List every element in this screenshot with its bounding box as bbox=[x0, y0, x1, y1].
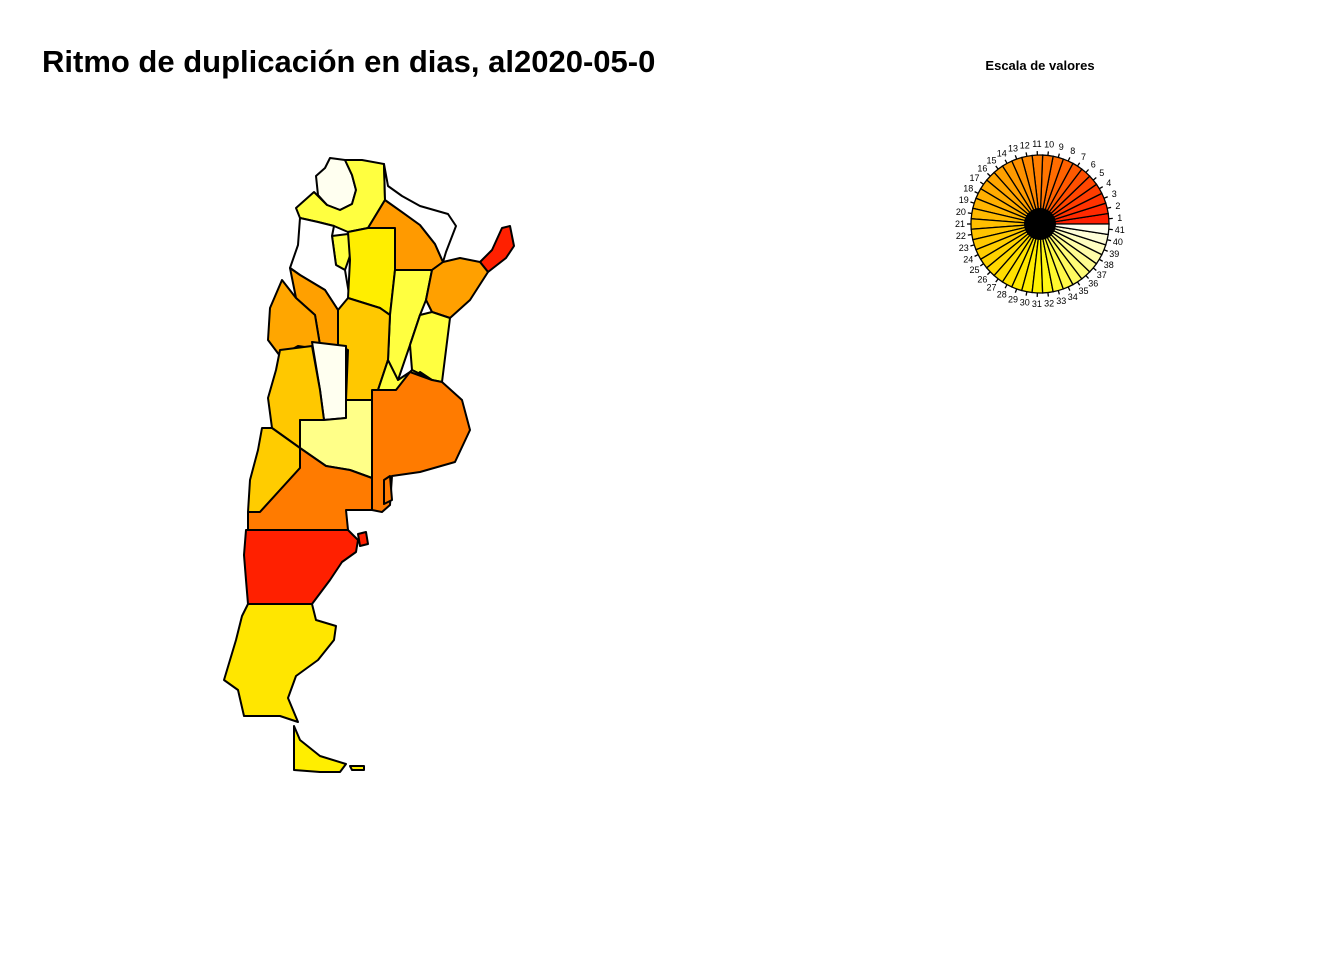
wheel-tick-12 bbox=[1025, 152, 1028, 157]
wheel-label-41: 41 bbox=[1115, 225, 1125, 235]
wheel-tick-38 bbox=[1098, 258, 1104, 262]
wheel-tick-13 bbox=[1014, 155, 1018, 160]
wheel-tick-27 bbox=[995, 278, 999, 283]
region-buenos-aires-islet bbox=[383, 475, 393, 505]
wheel-tick-30 bbox=[1025, 291, 1028, 296]
wheel-tick-22 bbox=[967, 233, 972, 236]
wheel-tick-35 bbox=[1076, 281, 1081, 286]
wheel-tick-4 bbox=[1098, 186, 1104, 190]
color-scale-wheel: 1234567891011121314151617181920212223242… bbox=[955, 139, 1125, 309]
wheel-label-15: 15 bbox=[986, 155, 996, 165]
wheel-label-36: 36 bbox=[1088, 279, 1098, 289]
wheel-label-8: 8 bbox=[1070, 146, 1075, 156]
wheel-label-4: 4 bbox=[1106, 178, 1111, 188]
wheel-label-37: 37 bbox=[1097, 270, 1107, 280]
wheel-tick-33 bbox=[1057, 290, 1060, 295]
wheel-label-2: 2 bbox=[1115, 201, 1120, 211]
wheel-label-21: 21 bbox=[955, 219, 965, 229]
wheel-tick-19 bbox=[970, 201, 975, 204]
wheel-tick-6 bbox=[1085, 169, 1090, 173]
wheel-label-14: 14 bbox=[997, 149, 1007, 159]
wheel-label-23: 23 bbox=[959, 243, 969, 253]
wheel-tick-25 bbox=[979, 263, 984, 267]
wheel-label-30: 30 bbox=[1020, 298, 1030, 308]
wheel-label-33: 33 bbox=[1056, 296, 1066, 306]
wheel-label-5: 5 bbox=[1099, 168, 1104, 178]
wheel-tick-15 bbox=[995, 165, 999, 170]
wheel-label-39: 39 bbox=[1109, 249, 1119, 259]
wheel-labels: 1234567891011121314151617181920212223242… bbox=[955, 139, 1125, 309]
wheel-tick-39 bbox=[1103, 249, 1108, 252]
wheel-label-12: 12 bbox=[1020, 140, 1030, 150]
wheel-tick-5 bbox=[1092, 177, 1097, 181]
wheel-label-9: 9 bbox=[1059, 142, 1064, 152]
wheel-label-13: 13 bbox=[1008, 144, 1018, 154]
wheel-label-28: 28 bbox=[997, 289, 1007, 299]
wheel-tick-8 bbox=[1067, 157, 1071, 162]
wheel-label-7: 7 bbox=[1081, 152, 1086, 162]
map-title: Ritmo de duplicación en dias, al2020-05-… bbox=[42, 44, 656, 79]
wheel-tick-26 bbox=[986, 271, 991, 276]
wheel-label-20: 20 bbox=[956, 207, 966, 217]
region-chubut-peninsula bbox=[357, 531, 369, 547]
wheel-tick-17 bbox=[979, 181, 984, 185]
wheel-tick-23 bbox=[970, 244, 975, 247]
region-tierra-del-fuego bbox=[293, 725, 347, 773]
wheel-label-35: 35 bbox=[1078, 286, 1088, 296]
wheel-tick-9 bbox=[1057, 153, 1060, 158]
wheel-tick-37 bbox=[1092, 267, 1097, 271]
wheel-label-22: 22 bbox=[956, 231, 966, 241]
wheel-label-38: 38 bbox=[1104, 260, 1114, 270]
wheel-tick-2 bbox=[1107, 206, 1112, 209]
wheel-label-34: 34 bbox=[1068, 292, 1078, 302]
wheel-label-26: 26 bbox=[977, 274, 987, 284]
wheel-tick-14 bbox=[1004, 159, 1008, 164]
wheel-label-10: 10 bbox=[1044, 140, 1054, 150]
wheel-label-31: 31 bbox=[1032, 299, 1042, 309]
wheel-label-1: 1 bbox=[1117, 213, 1122, 223]
wheel-slice-41 bbox=[1039, 223, 1110, 236]
wheel-label-19: 19 bbox=[959, 195, 969, 205]
wheel-label-32: 32 bbox=[1044, 298, 1054, 308]
wheel-tick-16 bbox=[986, 172, 991, 177]
wheel-label-16: 16 bbox=[977, 164, 987, 174]
wheel-tick-20 bbox=[967, 212, 972, 215]
wheel-tick-24 bbox=[974, 254, 979, 257]
wheel-center bbox=[1024, 208, 1056, 240]
wheel-slices bbox=[970, 154, 1110, 294]
wheel-label-40: 40 bbox=[1113, 237, 1123, 247]
wheel-tick-29 bbox=[1014, 288, 1018, 293]
wheel-label-11: 11 bbox=[1032, 139, 1041, 149]
wheel-tick-7 bbox=[1076, 162, 1081, 167]
legend-title: Escala de valores bbox=[985, 58, 1095, 73]
region-buenos-aires bbox=[371, 371, 471, 513]
wheel-tick-3 bbox=[1103, 196, 1108, 199]
wheel-label-17: 17 bbox=[970, 173, 980, 183]
wheel-label-29: 29 bbox=[1008, 294, 1018, 304]
wheel-tick-36 bbox=[1085, 275, 1090, 279]
region-misiones bbox=[479, 225, 515, 273]
wheel-label-25: 25 bbox=[970, 265, 980, 275]
wheel-tick-34 bbox=[1067, 286, 1071, 291]
region-chubut bbox=[243, 529, 359, 605]
region-tierra-del-fuego-islet bbox=[349, 765, 365, 771]
wheel-tick-28 bbox=[1004, 284, 1008, 289]
wheel-label-24: 24 bbox=[963, 255, 973, 265]
region-north-east-blank bbox=[383, 163, 457, 263]
wheel-label-6: 6 bbox=[1091, 159, 1096, 169]
wheel-tick-40 bbox=[1107, 239, 1112, 242]
wheel-label-27: 27 bbox=[986, 283, 996, 293]
argentina-map bbox=[223, 157, 515, 773]
wheel-label-18: 18 bbox=[963, 184, 973, 194]
wheel-tick-18 bbox=[974, 191, 979, 194]
region-santa-cruz bbox=[223, 603, 337, 723]
region-corrientes bbox=[425, 257, 489, 319]
wheel-label-3: 3 bbox=[1112, 189, 1117, 199]
wheel-ticks bbox=[967, 151, 1113, 297]
